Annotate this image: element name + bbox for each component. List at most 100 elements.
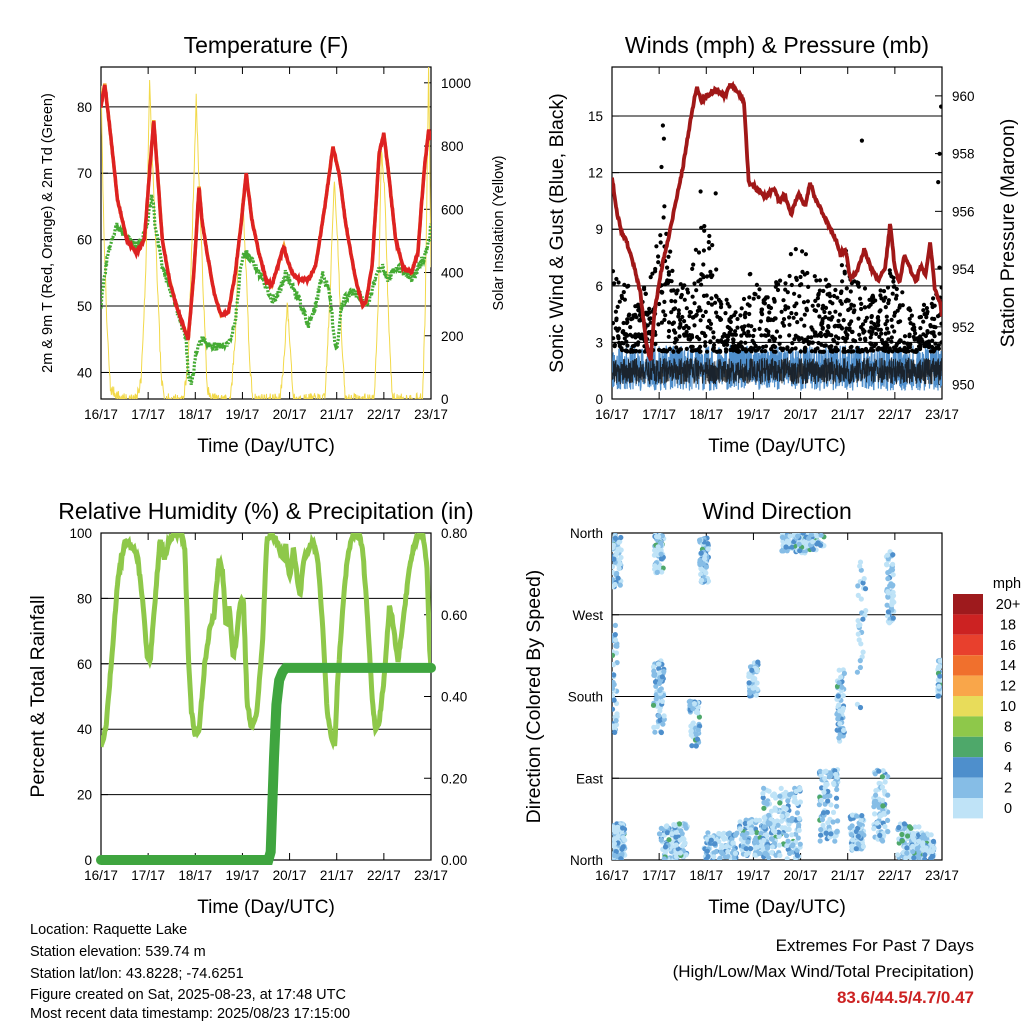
extremes-title: Extremes For Past 7 Days — [775, 936, 974, 955]
gust-point — [875, 320, 881, 325]
gust-point — [723, 347, 729, 352]
gust-point — [631, 313, 636, 318]
temperature-title: Temperature (F) — [184, 32, 349, 58]
direction-point — [841, 727, 847, 734]
direction-point — [789, 832, 795, 838]
direction-point — [783, 833, 790, 839]
gust-point — [820, 317, 825, 322]
gust-point — [662, 349, 667, 354]
gust-point — [835, 341, 840, 346]
gust-point — [822, 343, 828, 348]
winds-y2-tick-label: 952 — [952, 320, 975, 335]
gust-point — [874, 331, 879, 336]
gust-point — [832, 293, 837, 299]
gust-point — [907, 316, 912, 321]
gust-point — [713, 191, 718, 196]
direction-y-tick-label: North — [570, 853, 603, 868]
direction-point — [655, 544, 661, 550]
gust-point — [894, 286, 899, 292]
direction-point — [889, 602, 895, 608]
gust-point — [794, 311, 799, 316]
gust-point — [921, 319, 926, 324]
temperature-y-tick-label: 70 — [77, 166, 92, 181]
gust-point — [620, 348, 625, 353]
direction-point — [656, 680, 663, 687]
gust-point — [897, 347, 902, 352]
direction-point — [691, 701, 698, 707]
gust-point — [715, 338, 720, 343]
direction-point — [821, 789, 827, 795]
gust-point — [777, 341, 782, 346]
direction-point — [821, 810, 827, 816]
gust-point — [755, 347, 760, 352]
direction-point — [618, 534, 624, 541]
speed-legend-swatch — [953, 798, 983, 819]
speed-legend-label: 0 — [1004, 801, 1012, 817]
gust-point — [916, 336, 921, 341]
gust-point — [823, 305, 829, 310]
winds-x-tick-label: 20/17 — [784, 407, 818, 422]
direction-point — [612, 836, 617, 842]
direction-point — [688, 723, 694, 729]
temperature-ylabel-right: Solar Insolation (Yellow) — [491, 155, 507, 310]
gust-point — [767, 310, 772, 315]
direction-point — [778, 818, 785, 824]
direction-point — [793, 831, 799, 837]
gust-point — [810, 303, 815, 308]
direction-point — [905, 833, 911, 839]
gust-point — [872, 325, 878, 331]
direction-point — [857, 658, 863, 664]
gust-point — [866, 304, 872, 309]
direction-point — [613, 718, 619, 724]
direction-point — [929, 848, 936, 855]
direction-point — [657, 708, 663, 714]
speed-legend-label: 16 — [1000, 638, 1016, 654]
humidity-y-tick-label: 0 — [84, 853, 92, 868]
direction-point — [718, 849, 724, 855]
direction-point — [826, 774, 833, 780]
direction-point — [673, 854, 680, 860]
station-pressure-line — [612, 80, 942, 362]
direction-point — [873, 792, 879, 798]
gust-point — [771, 343, 776, 348]
direction-point — [723, 843, 729, 850]
gust-point — [907, 332, 912, 337]
direction-point — [877, 832, 883, 839]
winds-x-tick-label: 16/17 — [595, 407, 629, 422]
direction-point — [925, 832, 932, 838]
direction-point — [745, 839, 751, 845]
gust-point — [896, 320, 901, 325]
gust-point — [707, 233, 712, 239]
direction-point — [785, 846, 791, 853]
gust-point — [751, 333, 756, 339]
direction-point — [917, 855, 923, 860]
gust-point — [731, 332, 736, 337]
direction-point — [856, 637, 862, 643]
direction-point — [698, 550, 704, 556]
direction-point — [719, 842, 725, 849]
direction-point — [746, 680, 752, 686]
direction-point — [612, 637, 619, 643]
direction-point — [910, 849, 916, 855]
gust-point — [693, 313, 699, 318]
humidity-y2-tick-label: 0.20 — [441, 771, 467, 786]
direction-point — [612, 581, 618, 588]
gust-point — [795, 320, 800, 325]
direction-point — [881, 788, 888, 795]
temperature-plot-area — [101, 67, 431, 399]
direction-point — [754, 666, 760, 672]
humidity-y-tick-label: 60 — [77, 657, 92, 672]
direction-point — [871, 799, 878, 805]
gust-point — [729, 314, 734, 319]
direction-point — [697, 557, 703, 563]
gust-point — [802, 312, 807, 317]
direction-point — [659, 569, 665, 575]
direction-point — [752, 845, 758, 851]
gust-point — [787, 333, 792, 338]
gust-point — [613, 309, 619, 314]
direction-x-tick-label: 22/17 — [878, 868, 912, 883]
direction-point — [910, 843, 916, 850]
gust-point — [816, 303, 821, 308]
direction-point — [836, 667, 842, 673]
gust-point — [839, 263, 845, 268]
